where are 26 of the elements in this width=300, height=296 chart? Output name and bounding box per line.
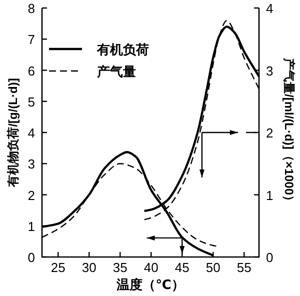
x-tick-label: 35 [112,260,128,275]
y-tick-label: 0 [28,250,35,265]
y2-tick-label: 3 [266,63,274,78]
x-tick-label: 40 [144,260,158,275]
y2-tick-label: 4 [266,1,274,16]
x-tick-label: 45 [174,260,190,275]
legend-label: 有机负荷 [96,42,149,57]
x-tick-label: 30 [82,260,96,275]
y2-tick-label: 2 [266,126,274,140]
y-tick-label: 4 [28,126,35,140]
y-tick-label: 7 [28,32,35,48]
legend-label: 产气量 [96,64,136,79]
x-tick-label: 55 [236,260,252,275]
x-tick-label: 50 [206,260,220,275]
x-axis-title: 温度（℃） [116,277,184,292]
y-tick-label: 8 [28,1,35,16]
y2-axis-title: 产气量/[ml/(L·d)]（×1000） [282,56,296,208]
y-tick-label: 5 [28,94,35,110]
y-tick-label: 1 [28,218,35,234]
x-tick-label: 25 [50,260,66,275]
y2-tick-label: 0 [266,250,274,265]
y-tick-label: 3 [28,156,35,172]
y-tick-label: 6 [28,63,35,78]
y-axis-title: 有机物负荷/[g/(L·d)] [6,78,20,188]
y-tick-label: 2 [28,188,35,203]
y2-tick-label: 1 [266,188,274,203]
